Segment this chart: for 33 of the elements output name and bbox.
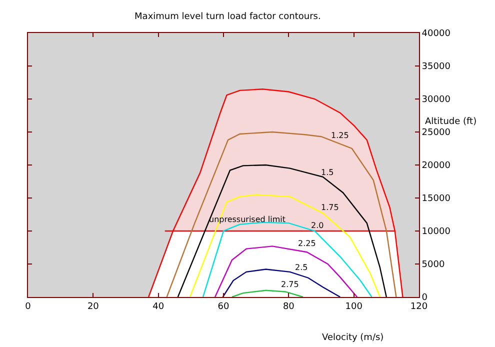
- x-tick-label: 0: [25, 302, 32, 312]
- x-tick-label: 60: [218, 302, 230, 312]
- y-tick-label: 25000: [422, 128, 451, 138]
- chart-title: Maximum level turn load factor contours.: [134, 12, 321, 22]
- annotation: 2.0: [311, 221, 324, 230]
- x-axis-title: Velocity (m/s): [322, 333, 384, 343]
- annotation: 2.5: [295, 263, 308, 272]
- y-tick-label: 10000: [422, 227, 451, 238]
- x-tick-label: 120: [410, 302, 428, 312]
- y-tick-label: 30000: [422, 95, 451, 106]
- line-series: [166, 131, 397, 297]
- line-series: [189, 194, 380, 297]
- y-tick-label: 0: [422, 293, 428, 304]
- line-series: [231, 290, 304, 297]
- y-tick-label: 5000: [422, 260, 445, 270]
- y-tick-label: 20000: [422, 161, 451, 172]
- annotation: 1.75: [321, 203, 339, 212]
- annotation: 1.5: [321, 168, 334, 177]
- x-tick-label: 40: [152, 302, 164, 312]
- annotation: 2.75: [281, 280, 299, 289]
- line-series: [148, 88, 404, 297]
- x-tick-label: 20: [87, 302, 100, 312]
- annotation: 1.25: [331, 131, 349, 140]
- line-series: [222, 268, 341, 297]
- x-tick-label: 80: [282, 302, 295, 312]
- line-series: [177, 164, 388, 297]
- y-tick-label: 15000: [422, 194, 451, 204]
- y-tick-label: 40000: [422, 29, 451, 40]
- x-tick-label: 100: [345, 302, 363, 312]
- line-series: [214, 246, 358, 297]
- annotation: 2.25: [298, 239, 316, 248]
- y-tick-label: 35000: [422, 62, 451, 72]
- y-axis-title: Altitude (ft): [425, 117, 477, 127]
